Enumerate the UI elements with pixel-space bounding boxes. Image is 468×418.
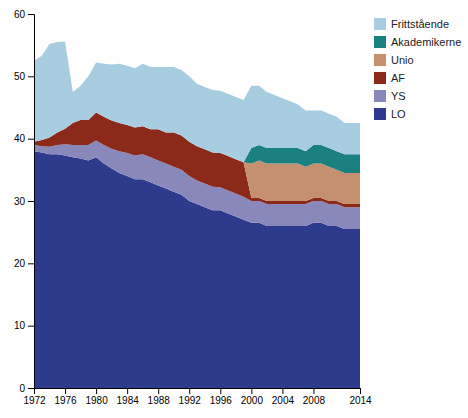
legend-label: Akademikerne bbox=[391, 36, 461, 48]
area bbox=[34, 41, 360, 162]
legend-item: Akademikerne bbox=[374, 36, 461, 48]
y-tick-mark bbox=[28, 388, 34, 389]
x-tick-label: 1992 bbox=[179, 395, 202, 406]
x-tick: 2014 bbox=[349, 388, 372, 406]
x-tick: 2000 bbox=[241, 388, 264, 406]
x-tick-mark bbox=[360, 388, 361, 394]
legend-swatch bbox=[374, 108, 386, 120]
x-tick: 1992 bbox=[179, 388, 202, 406]
x-tick-label: 2000 bbox=[241, 395, 264, 406]
x-tick-label: 1972 bbox=[23, 395, 46, 406]
legend-item: LO bbox=[374, 108, 406, 120]
y-tick: 30 bbox=[14, 196, 34, 207]
y-tick: 10 bbox=[14, 320, 34, 331]
y-tick-label: 20 bbox=[14, 258, 26, 269]
y-tick-mark bbox=[28, 201, 34, 202]
y-tick-label: 0 bbox=[19, 383, 25, 394]
x-tick-label: 1996 bbox=[210, 395, 233, 406]
legend-label: AF bbox=[391, 72, 405, 84]
x-tick-mark bbox=[65, 388, 66, 394]
x-tick-label: 1976 bbox=[54, 395, 77, 406]
y-tick: 0 bbox=[19, 383, 34, 394]
x-tick-label: 2004 bbox=[272, 395, 295, 406]
x-tick-label: 1980 bbox=[85, 395, 108, 406]
y-tick-label: 30 bbox=[14, 196, 26, 207]
x-tick-label: 1984 bbox=[117, 395, 140, 406]
x-tick-mark bbox=[282, 388, 283, 394]
y-axis-line bbox=[28, 15, 35, 389]
y-tick-mark bbox=[28, 76, 34, 77]
y-tick-label: 60 bbox=[14, 9, 26, 20]
legend-swatch bbox=[374, 54, 386, 66]
x-tick-mark bbox=[313, 388, 314, 394]
x-tick-mark bbox=[189, 388, 190, 394]
x-tick-mark bbox=[96, 388, 97, 394]
legend: Frittstående Akademikerne Unio AF YS LO bbox=[374, 18, 461, 120]
y-tick-mark bbox=[28, 14, 34, 15]
plot: 1972 1976 1980 1984 1988 1992 1996 2000 2004 2008… bbox=[14, 9, 372, 406]
legend-label: LO bbox=[391, 108, 406, 120]
legend-item: Frittstående bbox=[374, 18, 449, 30]
y-tick: 60 bbox=[14, 9, 34, 20]
y-tick-mark bbox=[28, 263, 34, 264]
y-tick-mark bbox=[28, 139, 34, 140]
x-tick: 1988 bbox=[148, 388, 171, 406]
legend-swatch bbox=[374, 72, 386, 84]
x-tick: 2008 bbox=[303, 388, 326, 406]
y-tick: 40 bbox=[14, 133, 34, 144]
x-tick-label: 2014 bbox=[349, 395, 372, 406]
y-tick-label: 50 bbox=[14, 71, 26, 82]
x-tick: 1972 bbox=[23, 388, 46, 406]
legend-item: AF bbox=[374, 72, 405, 84]
legend-swatch bbox=[374, 36, 386, 48]
x-axis-line bbox=[35, 389, 361, 395]
areas bbox=[34, 41, 360, 388]
x-tick: 2004 bbox=[272, 388, 295, 406]
x-tick: 1984 bbox=[117, 388, 140, 406]
legend-item: Unio bbox=[374, 54, 414, 66]
x-tick-label: 2008 bbox=[303, 395, 326, 406]
x-tick-mark bbox=[220, 388, 221, 394]
legend-label: YS bbox=[391, 90, 406, 102]
y-tick-label: 10 bbox=[14, 320, 26, 331]
y-tick-label: 40 bbox=[14, 133, 26, 144]
legend-label: Unio bbox=[391, 54, 414, 66]
x-tick-mark bbox=[158, 388, 159, 394]
y-tick-mark bbox=[28, 326, 34, 327]
y-tick: 20 bbox=[14, 258, 34, 269]
y-tick: 50 bbox=[14, 71, 34, 82]
x-tick-mark bbox=[251, 388, 252, 394]
x-tick-label: 1988 bbox=[148, 395, 171, 406]
y-axis: 0 10 20 30 40 50 60 bbox=[14, 9, 35, 394]
legend-swatch bbox=[374, 18, 386, 30]
x-tick: 1996 bbox=[210, 388, 233, 406]
x-tick-mark bbox=[127, 388, 128, 394]
legend-label: Frittstående bbox=[391, 18, 449, 30]
x-tick: 1976 bbox=[54, 388, 77, 406]
legend-swatch bbox=[374, 90, 386, 102]
x-tick: 1980 bbox=[85, 388, 108, 406]
x-axis: 1972 1976 1980 1984 1988 1992 1996 2000 2004 2008… bbox=[23, 388, 372, 406]
chart: 1972 1976 1980 1984 1988 1992 1996 2000 2004 2008… bbox=[0, 0, 468, 418]
legend-item: YS bbox=[374, 90, 406, 102]
